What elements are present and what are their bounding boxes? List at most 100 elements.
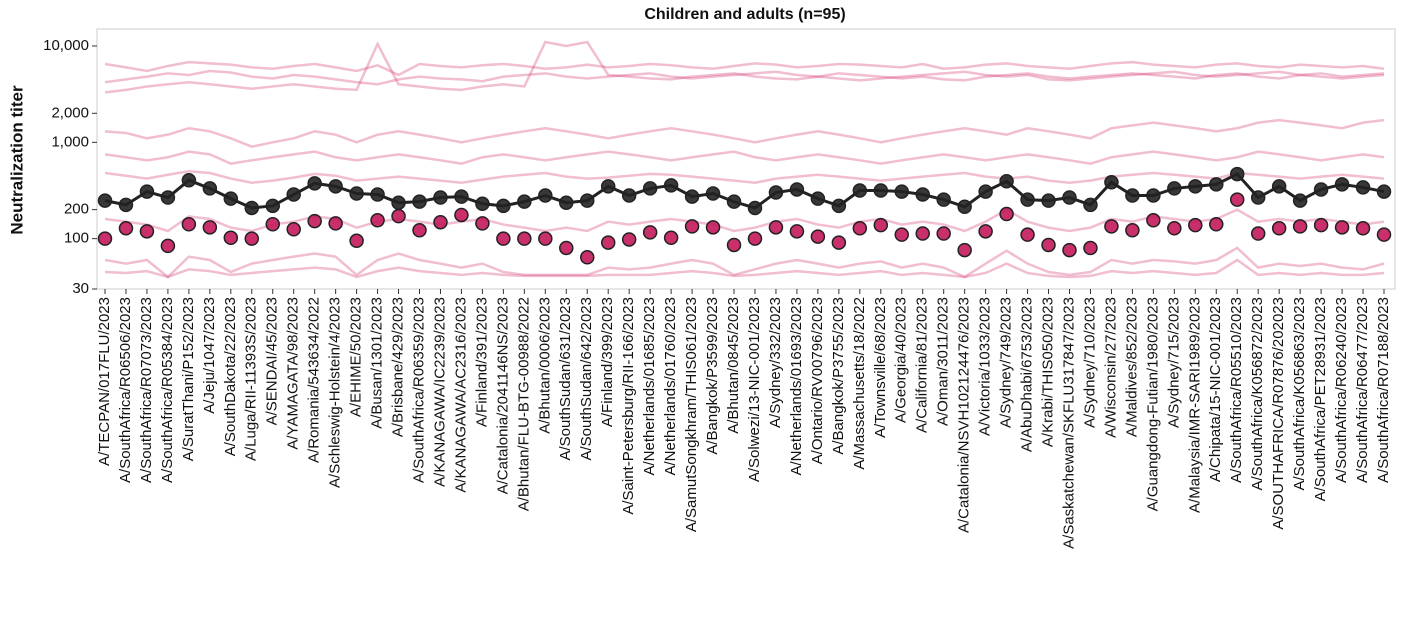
series-marker — [1376, 184, 1392, 199]
x-tick-label: A/TECPAN/017FLU/2023 — [96, 297, 113, 466]
x-tick-label: A/YAMAGATA/98/2023 — [285, 297, 302, 450]
series-marker — [999, 206, 1014, 222]
series-marker — [160, 190, 176, 205]
x-tick-label: A/Guangdong-Futian/1980/2023 — [1144, 297, 1161, 511]
series-marker — [915, 226, 930, 241]
series-marker — [663, 230, 679, 246]
series-marker — [768, 185, 784, 200]
y-tick-label: 2,000 — [51, 104, 89, 121]
series-marker — [1020, 227, 1035, 242]
series-marker — [1229, 166, 1245, 182]
series-marker — [370, 213, 385, 228]
x-tick-label: A/Schleswig-Holstein/4/2023 — [327, 297, 344, 488]
series-marker — [1292, 193, 1308, 208]
series-marker — [999, 174, 1014, 189]
series-marker — [579, 250, 595, 265]
series-marker — [391, 208, 406, 224]
plot-frame — [96, 28, 1396, 290]
series-marker — [517, 194, 532, 209]
x-tick-label: A/SouthAfrica/K056872/2023 — [1249, 297, 1266, 490]
x-tick-label: A/Romania/543634/2022 — [306, 297, 323, 463]
x-tick-label: A/Sydney/715/2023 — [1165, 297, 1182, 428]
series-marker — [1062, 242, 1077, 258]
x-tick-label: A/Finland/399/2023 — [599, 297, 616, 427]
series-marker — [202, 181, 218, 196]
series-marker — [244, 200, 260, 216]
series-marker — [1313, 217, 1329, 233]
x-tick-label: A/SouthAfrica/R06506/2023 — [117, 297, 134, 483]
series-marker — [349, 186, 364, 201]
y-tick-label: 30 — [72, 280, 89, 297]
series-marker — [831, 235, 847, 250]
series-marker — [1146, 213, 1161, 228]
series-marker — [768, 220, 784, 235]
series-marker — [496, 198, 511, 214]
series-marker — [978, 184, 993, 199]
x-tick-label: A/Busan/1301/2023 — [369, 297, 386, 429]
series-marker — [496, 231, 511, 246]
series-marker — [852, 221, 868, 236]
series-marker — [894, 184, 910, 199]
series-marker — [265, 198, 280, 214]
series-marker — [307, 213, 322, 229]
x-tick-label: A/Townsville/68/2023 — [872, 297, 889, 438]
y-axis-label: Neutralization titer — [7, 85, 26, 235]
series-marker — [747, 200, 763, 216]
x-tick-label: A/Massachusetts/18/2022 — [851, 297, 868, 470]
x-tick-label: A/Finland/391/2023 — [473, 297, 490, 427]
series-marker — [894, 227, 910, 242]
series-line — [104, 258, 1385, 279]
x-tick-label: A/Sydney/749/2023 — [998, 297, 1015, 428]
series-marker — [1355, 221, 1371, 236]
series-marker — [1334, 177, 1350, 192]
series-marker — [1209, 217, 1224, 232]
series-marker — [831, 198, 847, 214]
series-marker — [475, 216, 490, 231]
x-tick-label: A/Bangkok/P3599/2023 — [704, 297, 721, 455]
series-marker — [1167, 221, 1182, 236]
series-marker — [705, 220, 721, 235]
x-tick-label: A/Solwezi/13-NIC-001/2023 — [746, 297, 763, 482]
series-marker — [118, 197, 134, 213]
series-marker — [433, 190, 448, 205]
series-marker — [789, 224, 805, 239]
series-marker — [412, 194, 427, 209]
series-marker — [810, 191, 826, 206]
series-marker — [118, 221, 134, 236]
series-marker — [642, 225, 658, 240]
series-marker — [621, 232, 637, 247]
series-marker — [286, 187, 301, 202]
series-marker — [726, 237, 742, 253]
series-marker — [265, 217, 280, 232]
series-marker — [433, 214, 448, 230]
series-marker — [579, 193, 595, 208]
x-tick-label: A/Sydney/710/2023 — [1081, 297, 1098, 428]
x-tick-label: A/Saint-Petersburg/RII-166/2023 — [620, 297, 637, 515]
x-tick-label: A/SOUTHAFRICA/R07876/202023 — [1270, 297, 1287, 530]
series-marker — [160, 238, 176, 254]
series-marker — [454, 207, 469, 223]
series-marker — [328, 179, 343, 194]
series-line — [104, 170, 1385, 185]
series-marker — [181, 217, 197, 232]
chart-title: Children and adults (n=95) — [644, 6, 845, 23]
series-marker — [181, 172, 197, 188]
x-tick-label: A/Netherlands/01760/2023 — [662, 297, 679, 475]
x-tick-label: A/SouthAfrica/R07188/2023 — [1375, 297, 1392, 483]
x-tick-label: A/KANAGAWA/AC2316/2023 — [452, 297, 469, 493]
series-marker — [915, 187, 930, 202]
x-tick-label: A/California/81/2023 — [914, 297, 931, 433]
x-tick-label: A/KANAGAWA/IC2239/2023 — [431, 297, 448, 487]
series-marker — [223, 230, 239, 246]
x-tick-label: A/Brisbane/429/2023 — [390, 297, 407, 437]
x-tick-label: A/Luga/RII-11393S/2023 — [243, 297, 260, 461]
series-marker — [1041, 193, 1056, 208]
series-marker — [1250, 190, 1266, 205]
x-tick-label: A/SouthAfrica/R06359/2023 — [410, 297, 427, 483]
x-tick-label: A/SamutSongkhram/THIS061/2023 — [683, 297, 700, 532]
x-tick-label: A/SuratThani/P152/2023 — [180, 297, 197, 461]
x-tick-label: A/EHIME/50/2023 — [348, 297, 365, 417]
series-marker — [412, 223, 427, 238]
series-marker — [391, 195, 406, 210]
series-marker — [1125, 223, 1140, 238]
